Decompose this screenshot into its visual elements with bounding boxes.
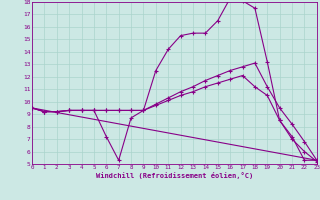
X-axis label: Windchill (Refroidissement éolien,°C): Windchill (Refroidissement éolien,°C) xyxy=(96,172,253,179)
